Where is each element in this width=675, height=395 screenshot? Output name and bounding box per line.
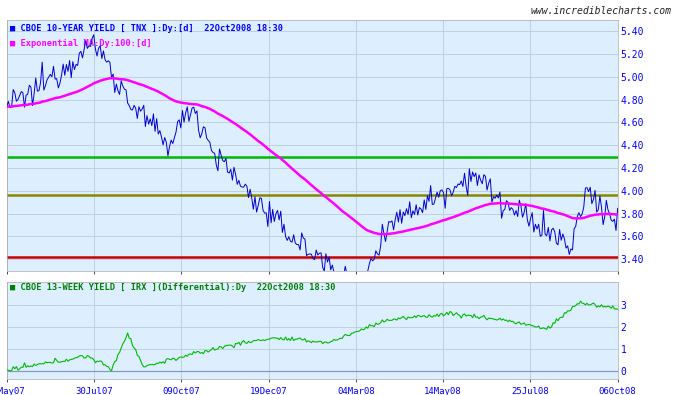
Text: ■ CBOE 10-YEAR YIELD [ TNX ]:Dy:[d]  22Oct2008 18:30: ■ CBOE 10-YEAR YIELD [ TNX ]:Dy:[d] 22Oc… [10,24,283,32]
Text: ■ Exponential MA:Dy:100:[d]: ■ Exponential MA:Dy:100:[d] [10,39,152,47]
Text: ■ CBOE 13-WEEK YIELD [ IRX ](Differential):Dy  22Oct2008 18:30: ■ CBOE 13-WEEK YIELD [ IRX ](Differentia… [10,283,335,292]
Text: www.incrediblecharts.com: www.incrediblecharts.com [531,6,672,16]
